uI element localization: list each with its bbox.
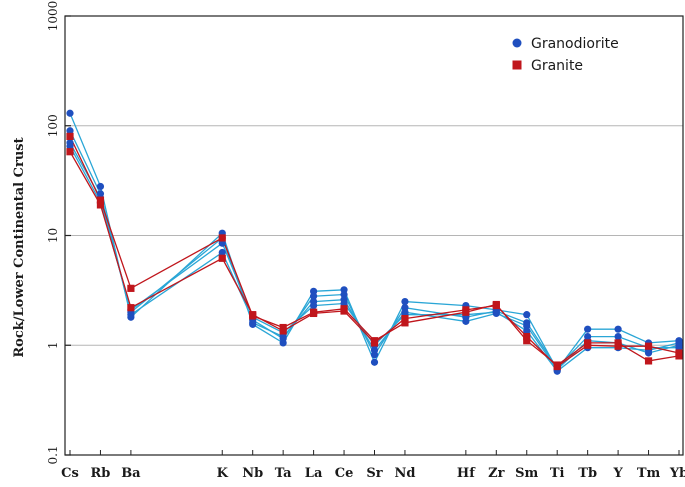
data-point [218,234,226,242]
data-point [340,307,348,315]
series-markers-granite [66,132,683,369]
data-point [614,342,622,350]
data-point [127,304,135,312]
legend-marker-circle [512,38,522,48]
data-point [96,196,105,204]
data-point [401,297,409,306]
data-point [96,201,105,209]
data-point [523,311,531,319]
data-point [370,346,379,354]
legend-marker-square [512,60,522,70]
series-line [69,151,680,368]
x-tick-label: Cs [61,466,79,481]
series-markers-granodiorite [66,127,683,372]
x-tick-label: Hf [457,466,476,481]
data-point [218,254,226,262]
data-point [523,322,531,330]
data-point [96,182,105,191]
x-tick-label: La [305,466,323,481]
series-markers-granodiorite [66,109,683,374]
series-granite [69,151,680,368]
data-point [66,142,74,150]
data-point [492,308,500,316]
data-point [675,349,683,357]
data-point [66,127,74,135]
y-axis-ticks: 0.1 1 10 100 1000 [46,1,71,465]
data-point [370,358,379,366]
data-point [523,327,531,335]
legend-label: Granodiorite [531,36,619,52]
data-point [218,248,226,257]
x-tick-label: Ba [121,466,141,481]
x-tick-label: Ta [275,466,292,481]
data-point [584,341,592,349]
data-point [614,332,622,341]
x-tick-label: Y [612,466,623,481]
data-point [340,290,348,299]
data-point [401,314,409,323]
data-point [310,309,318,318]
x-tick-label: Nd [394,466,415,481]
data-point [492,301,500,310]
series-markers-granite [66,148,683,371]
y-tick-label: 100 [46,114,60,137]
data-point [614,325,622,333]
data-point [553,362,561,371]
legend: Granodiorite Granite [512,36,619,74]
data-point [644,342,653,350]
x-tick-label: Ce [335,466,354,481]
data-point [462,317,470,325]
x-tick-label: Sm [515,466,538,481]
data-point [523,332,531,341]
gridlines [65,125,683,346]
data-point [249,319,257,327]
data-point [66,148,74,156]
data-point [66,109,74,117]
data-point [249,311,257,319]
data-point [675,339,683,347]
x-tick-label: Nb [242,466,263,481]
x-tick-label: K [217,466,229,481]
data-point [66,132,74,140]
x-tick-label: Yb [669,466,685,481]
data-point [279,327,287,335]
y-axis-label: Rock/Lower Continental Crust [12,137,27,357]
series-line [69,136,680,366]
y-tick-label: 1 [46,341,60,349]
data-point [310,301,318,310]
series-layer [66,109,683,375]
y-tick-label: 10 [46,228,60,243]
data-point [127,284,135,292]
data-point [584,325,592,333]
x-tick-label: Rb [90,466,110,481]
data-point [401,319,409,327]
data-point [644,357,653,365]
x-tick-label: Tm [637,466,661,481]
data-point [370,339,379,347]
x-tick-label: Sr [366,466,382,481]
y-tick-label: 0.1 [46,445,60,464]
x-tick-label: Tb [578,466,597,481]
x-tick-label: Zr [488,466,504,481]
x-tick-label: Ti [550,466,565,481]
x-axis-ticks: Cs Rb Ba K Nb Ta La Ce Sr Nd Hf Zr Sm Ti Tb Y Tm Yb [61,450,685,481]
data-point [462,306,470,314]
data-point [310,292,318,300]
y-tick-label: 1000 [46,1,60,32]
legend-label: Granite [531,58,583,74]
data-point [523,337,531,345]
series-granite [69,136,680,366]
